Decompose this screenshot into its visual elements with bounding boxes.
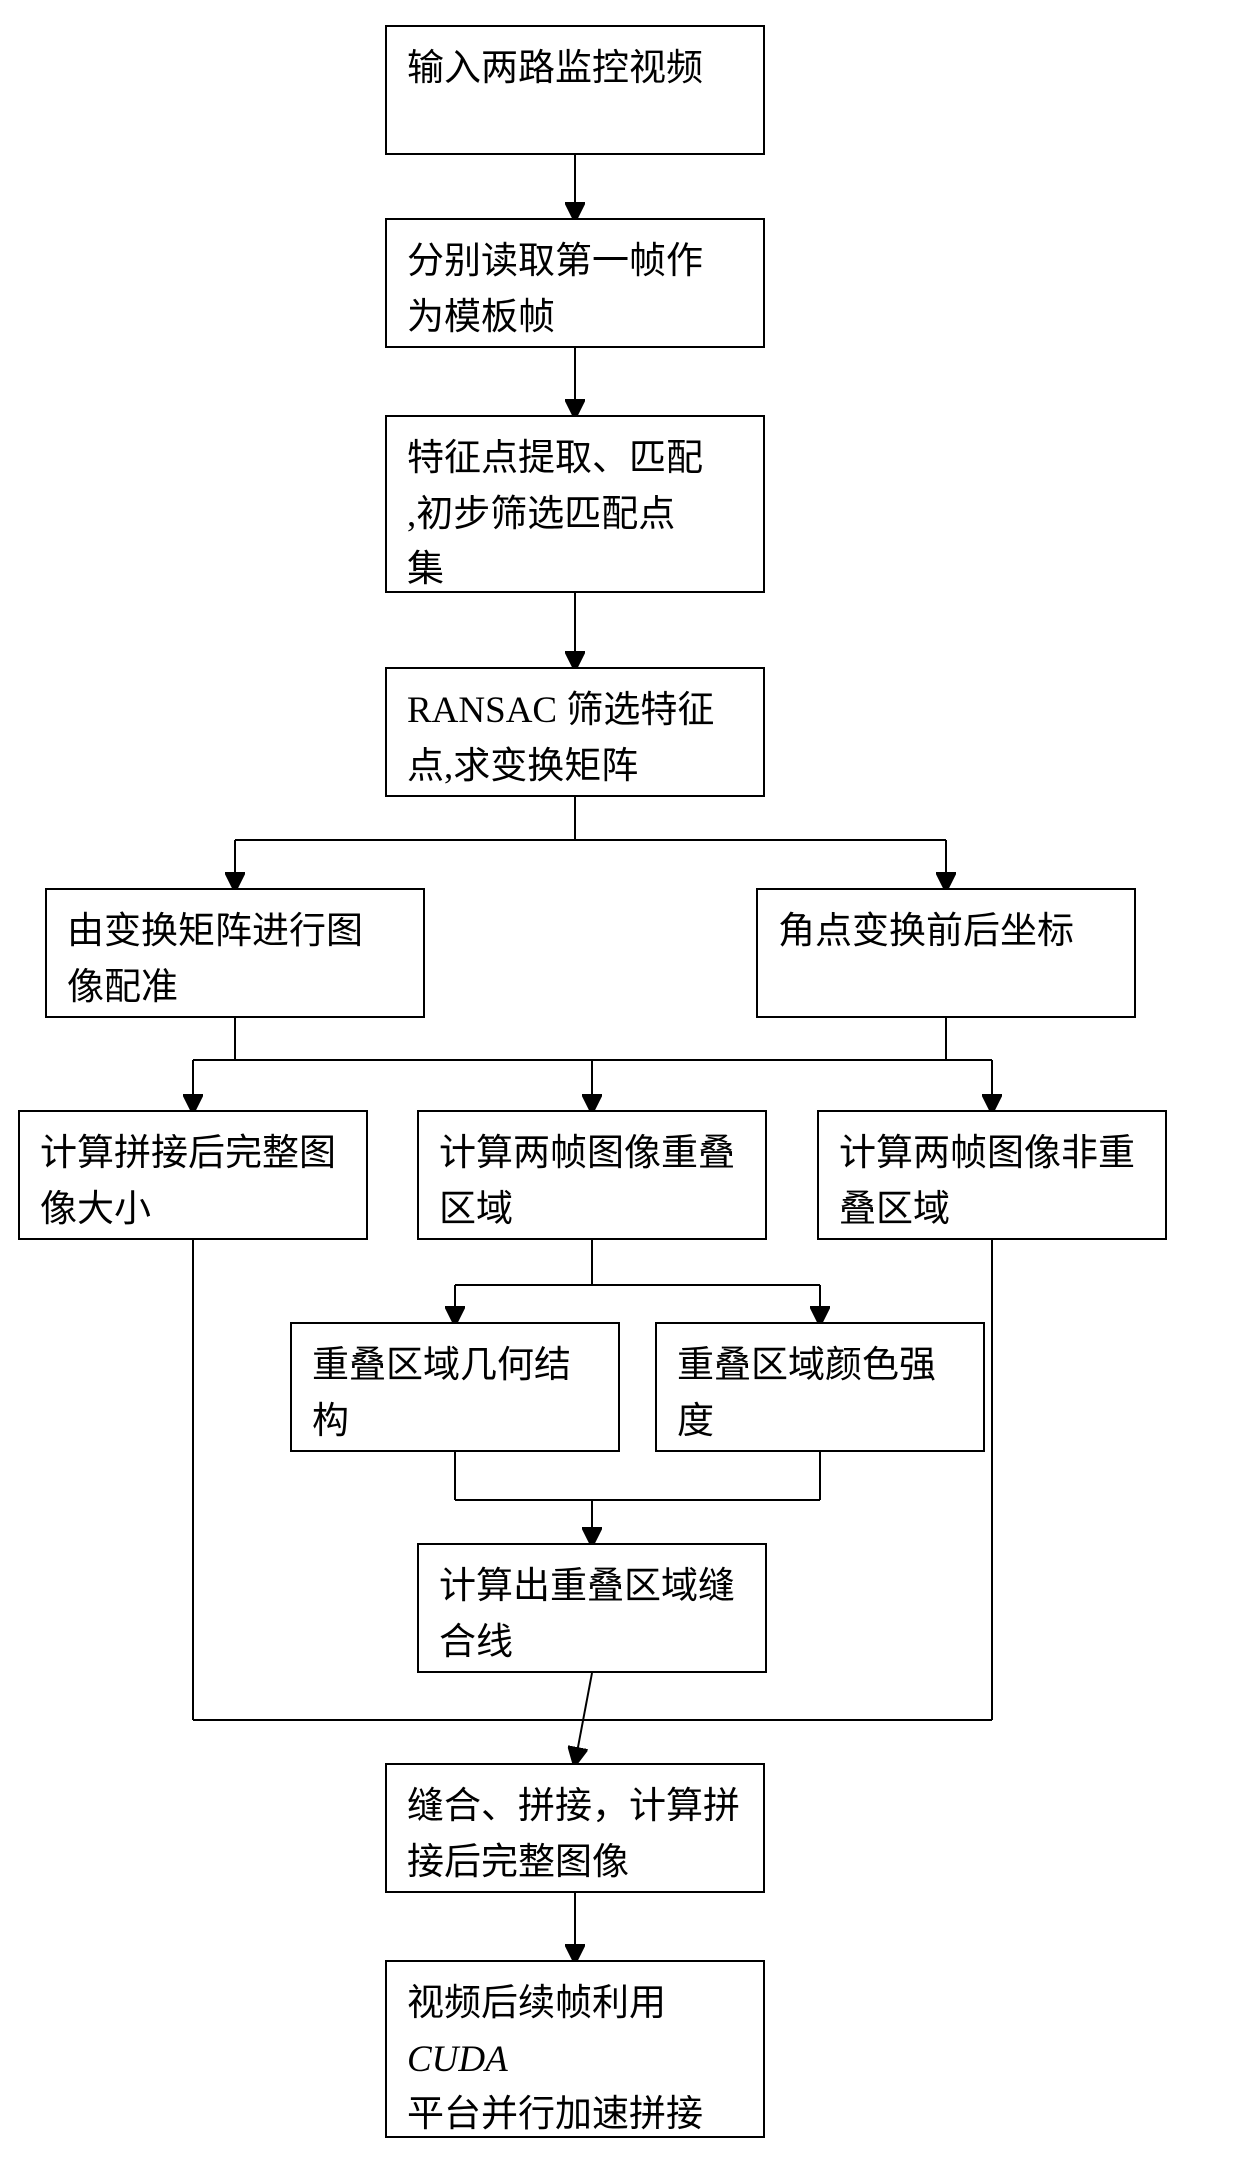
node-label: 由变换矩阵进行图 像配准: [67, 904, 363, 1015]
node-label: 计算两帧图像非重 叠区域: [839, 1126, 1135, 1237]
flow-node-n8: 计算两帧图像重叠 区域: [417, 1110, 767, 1240]
node-label: 重叠区域几何结构: [312, 1338, 598, 1449]
flow-node-n11: 重叠区域颜色强度: [655, 1322, 985, 1452]
node-label: 角点变换前后坐标: [778, 904, 1074, 960]
flow-node-n7: 计算拼接后完整图 像大小: [18, 1110, 368, 1240]
node-label: 计算出重叠区域缝 合线: [439, 1559, 735, 1670]
node-label: 重叠区域颜色强度: [677, 1338, 963, 1449]
flow-node-n12: 计算出重叠区域缝 合线: [417, 1543, 767, 1673]
flow-node-n2: 分别读取第一帧作 为模板帧: [385, 218, 765, 348]
flow-node-n13: 缝合、拼接，计算拼 接后完整图像: [385, 1763, 765, 1893]
node-label: RANSAC 筛选特征点,求变换矩阵: [407, 683, 743, 794]
node-label: 视频后续帧利用CUDA平台并行加速拼接: [407, 1976, 703, 2143]
node-label: 输入两路监控视频: [407, 41, 703, 97]
flow-node-n14: 视频后续帧利用CUDA平台并行加速拼接: [385, 1960, 765, 2138]
flow-node-n4: RANSAC 筛选特征点,求变换矩阵: [385, 667, 765, 797]
node-label: 缝合、拼接，计算拼 接后完整图像: [407, 1779, 740, 1890]
flow-node-n6: 角点变换前后坐标: [756, 888, 1136, 1018]
flow-node-n5: 由变换矩阵进行图 像配准: [45, 888, 425, 1018]
flow-node-n1: 输入两路监控视频: [385, 25, 765, 155]
flow-node-n3: 特征点提取、匹配 ,初步筛选匹配点 集: [385, 415, 765, 593]
node-label: 计算两帧图像重叠 区域: [439, 1126, 735, 1237]
node-label: 分别读取第一帧作 为模板帧: [407, 234, 703, 345]
flow-node-n10: 重叠区域几何结构: [290, 1322, 620, 1452]
flow-node-n9: 计算两帧图像非重 叠区域: [817, 1110, 1167, 1240]
node-label: 特征点提取、匹配 ,初步筛选匹配点 集: [407, 431, 703, 598]
node-label: 计算拼接后完整图 像大小: [40, 1126, 336, 1237]
